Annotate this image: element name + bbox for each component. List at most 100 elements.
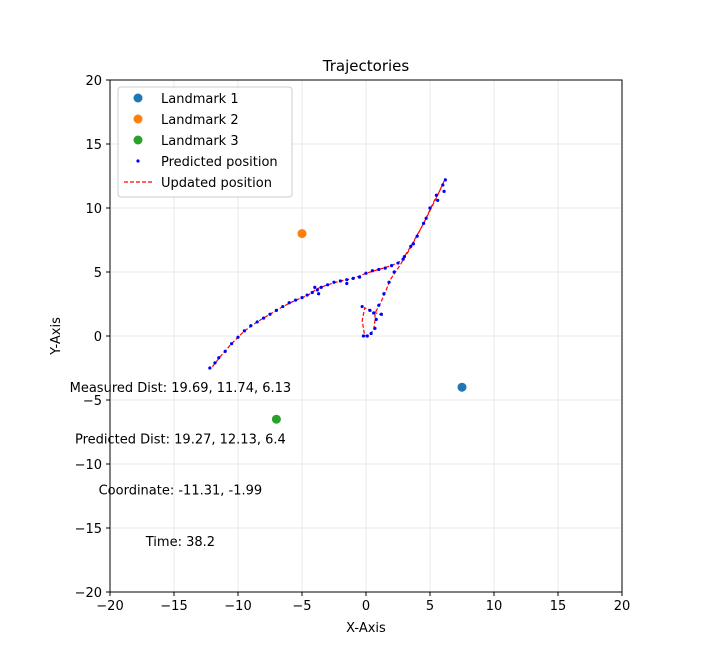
predicted-position-point bbox=[434, 193, 438, 197]
landmark-series bbox=[271, 229, 467, 424]
predicted-position-point bbox=[382, 292, 386, 296]
predicted-position-point bbox=[262, 316, 266, 320]
predicted-position-point bbox=[370, 269, 374, 273]
y-tick-label: −15 bbox=[75, 522, 102, 537]
y-tick-label: 15 bbox=[85, 138, 102, 153]
y-tick-label: 0 bbox=[94, 330, 102, 345]
legend-box bbox=[117, 86, 293, 198]
predicted-position-point bbox=[213, 361, 217, 365]
predicted-position-point bbox=[319, 285, 323, 289]
predicted-position-point bbox=[443, 178, 447, 182]
predicted-position-point bbox=[374, 317, 378, 321]
predicted-position-point bbox=[365, 334, 369, 338]
x-axis-ticks: −20 −15 −10 −5 0 5 10 15 20 bbox=[96, 592, 630, 614]
predicted-position-point bbox=[428, 206, 432, 210]
predicted-position-point bbox=[287, 301, 291, 305]
legend: Landmark 1 Landmark 2 Landmark 3 Predicted … bbox=[117, 86, 293, 198]
predicted-position-point bbox=[424, 216, 428, 220]
y-tick-label: 20 bbox=[85, 74, 102, 89]
predicted-position-point bbox=[442, 189, 446, 193]
predicted-position-point bbox=[422, 221, 426, 225]
predicted-position-point bbox=[383, 266, 387, 270]
legend-label-updated-position: Updated position bbox=[161, 176, 272, 191]
predicted-position-point bbox=[401, 257, 405, 261]
predicted-position-point bbox=[305, 293, 309, 297]
predicted-position-point bbox=[281, 304, 285, 309]
predicted-position-point bbox=[300, 296, 304, 300]
legend-label-landmark-2: Landmark 2 bbox=[161, 113, 239, 128]
x-tick-label: −15 bbox=[160, 599, 187, 614]
predicted-position-point bbox=[249, 324, 253, 328]
landmark-1-marker bbox=[457, 382, 467, 392]
predicted-position-point bbox=[377, 267, 381, 272]
x-tick-label: −5 bbox=[292, 599, 311, 614]
predicted-position-point bbox=[345, 281, 349, 286]
legend-label-landmark-3: Landmark 3 bbox=[161, 134, 239, 149]
y-tick-label: 10 bbox=[85, 202, 102, 217]
annotation-text: Measured Dist: 19.69, 11.74, 6.13 bbox=[70, 381, 292, 396]
predicted-position-point bbox=[409, 244, 413, 248]
y-axis-label: Y-Axis bbox=[49, 317, 64, 356]
x-axis-label: X-Axis bbox=[346, 621, 386, 636]
predicted-position-point bbox=[390, 264, 394, 268]
x-tick-label: 5 bbox=[426, 599, 434, 614]
predicted-position-point bbox=[369, 331, 373, 336]
predicted-position-point bbox=[411, 242, 415, 246]
predicted-position-point bbox=[255, 320, 259, 324]
predicted-position-point bbox=[361, 334, 366, 338]
predicted-position-point bbox=[294, 298, 298, 302]
y-axis-ticks: −20 −15 −10 −5 0 5 10 15 20 bbox=[75, 74, 110, 601]
legend-marker-predicted-position bbox=[136, 159, 140, 163]
predicted-position-series bbox=[208, 178, 447, 370]
x-tick-label: 0 bbox=[362, 599, 370, 614]
predicted-position-point bbox=[236, 335, 240, 339]
predicted-position-point bbox=[396, 261, 400, 265]
annotations: Measured Dist: 19.69, 11.74, 6.13 Predict… bbox=[70, 381, 292, 550]
predicted-position-point bbox=[345, 278, 349, 282]
x-tick-label: 20 bbox=[614, 599, 631, 614]
y-tick-label: −10 bbox=[75, 458, 102, 473]
x-tick-label: −20 bbox=[96, 599, 123, 614]
predicted-position-point bbox=[351, 276, 355, 280]
landmark-2-marker bbox=[297, 229, 307, 239]
predicted-position-point bbox=[387, 280, 391, 284]
y-tick-label: −5 bbox=[83, 394, 102, 409]
chart-title: Trajectories bbox=[322, 57, 410, 75]
legend-label-predicted-position: Predicted position bbox=[161, 155, 278, 170]
predicted-position-point bbox=[441, 183, 445, 187]
annotation-text: Time: 38.2 bbox=[145, 535, 215, 550]
predicted-position-point bbox=[315, 288, 319, 292]
predicted-position-point bbox=[317, 292, 321, 296]
predicted-position-point bbox=[360, 304, 364, 309]
landmark-3-marker bbox=[271, 414, 281, 424]
predicted-position-point bbox=[313, 285, 317, 289]
predicted-position-point bbox=[368, 308, 372, 312]
predicted-position-point bbox=[230, 342, 234, 346]
legend-marker-landmark-3 bbox=[133, 135, 143, 145]
predicted-position-point bbox=[364, 271, 368, 275]
y-tick-label: −20 bbox=[75, 586, 102, 601]
predicted-position-point bbox=[373, 326, 377, 330]
predicted-position-point bbox=[208, 366, 212, 370]
legend-marker-landmark-2 bbox=[133, 114, 143, 124]
y-tick-label: 5 bbox=[94, 266, 102, 281]
legend-marker-landmark-1 bbox=[133, 93, 143, 103]
predicted-position-point bbox=[377, 303, 381, 307]
predicted-position-point bbox=[436, 198, 440, 202]
predicted-position-point bbox=[242, 329, 246, 333]
predicted-position-point bbox=[274, 308, 278, 312]
predicted-position-point bbox=[326, 283, 330, 287]
predicted-position-point bbox=[268, 312, 272, 316]
x-tick-label: −10 bbox=[224, 599, 251, 614]
x-tick-label: 15 bbox=[550, 599, 567, 614]
annotation-text: Predicted Dist: 19.27, 12.13, 6.4 bbox=[75, 432, 286, 447]
predicted-position-point bbox=[402, 255, 406, 259]
predicted-position-point bbox=[217, 356, 221, 360]
predicted-position-point bbox=[372, 311, 376, 315]
predicted-position-point bbox=[223, 349, 227, 353]
x-tick-label: 10 bbox=[486, 599, 503, 614]
predicted-position-point bbox=[310, 290, 314, 295]
predicted-position-point bbox=[332, 280, 336, 284]
